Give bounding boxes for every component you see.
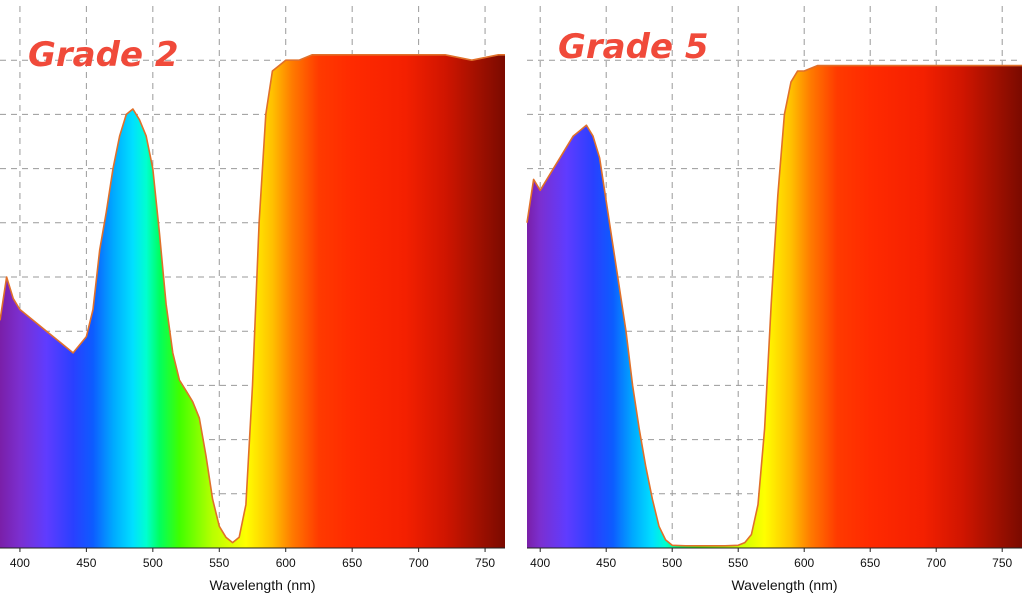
x-tick-label-600: 600 [276,556,296,570]
x-tick-label-750: 750 [992,556,1012,570]
spectrum-outline [0,54,505,544]
x-tick-label-700: 700 [409,556,429,570]
x-tick-label-400: 400 [530,556,550,570]
spectrum-area [0,54,505,549]
x-tick-label-450: 450 [76,556,96,570]
x-tick-label-700: 700 [926,556,946,570]
grade-5-panel: 400 450 500 550 600 650 700 750 Wavelength (nm)… [526,6,1022,593]
grade-2-plot-area [0,54,505,549]
grade-2-x-ticks: 400 450 500 550 600 650 700 750 [10,548,495,570]
x-tick-label-500: 500 [143,556,163,570]
x-tick-label-450: 450 [596,556,616,570]
x-tick-label-400: 400 [10,556,30,570]
spectrum-outline [526,64,1022,547]
grade-2-panel: 400 450 500 550 600 650 700 750 Wavelength (nm)… [0,6,505,593]
grade-2-x-axis-label: Wavelength (nm) [209,577,315,593]
x-tick-label-600: 600 [794,556,814,570]
x-tick-label-550: 550 [728,556,748,570]
grade-5-x-ticks: 400 450 500 550 600 650 700 750 [530,548,1013,570]
grade-2-title: Grade 2 [28,35,179,75]
x-tick-label-500: 500 [662,556,682,570]
grade-5-x-axis-label: Wavelength (nm) [731,577,837,593]
x-tick-label-750: 750 [475,556,495,570]
x-tick-label-650: 650 [342,556,362,570]
grade-5-plot-area [526,64,1022,548]
x-tick-label-650: 650 [860,556,880,570]
grade-5-title: Grade 5 [558,27,709,67]
x-tick-label-550: 550 [209,556,229,570]
spectrum-area [527,65,1022,548]
